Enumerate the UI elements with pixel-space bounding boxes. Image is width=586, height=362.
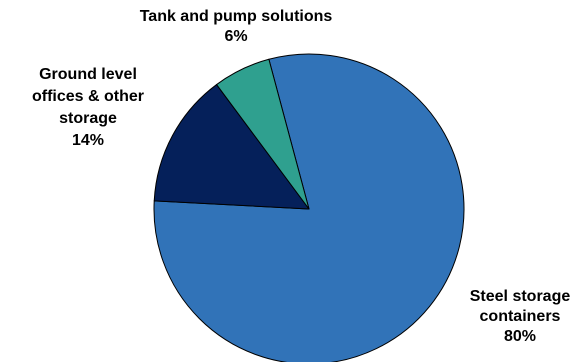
- slice-category-label-2: Ground level: [39, 66, 137, 83]
- slice-category-label-2: storage: [59, 110, 117, 127]
- pie-slices: [153, 53, 465, 362]
- slice-value-label-2: 14%: [72, 132, 104, 149]
- pie-slice-3: [216, 58, 310, 210]
- slice-category-label-2: offices & other: [32, 88, 144, 105]
- slice-category-label-3: Tank and pump solutions: [140, 8, 333, 25]
- slice-labels: Steel storage containers 80% Ground level of…: [32, 8, 570, 345]
- slice-category-label-1: Steel storage: [470, 288, 571, 305]
- slice-value-label-3: 6%: [224, 28, 247, 45]
- slice-category-label-1: containers: [480, 308, 561, 325]
- pie-slice-2: [153, 84, 310, 210]
- slice-value-label-1: 80%: [504, 328, 536, 345]
